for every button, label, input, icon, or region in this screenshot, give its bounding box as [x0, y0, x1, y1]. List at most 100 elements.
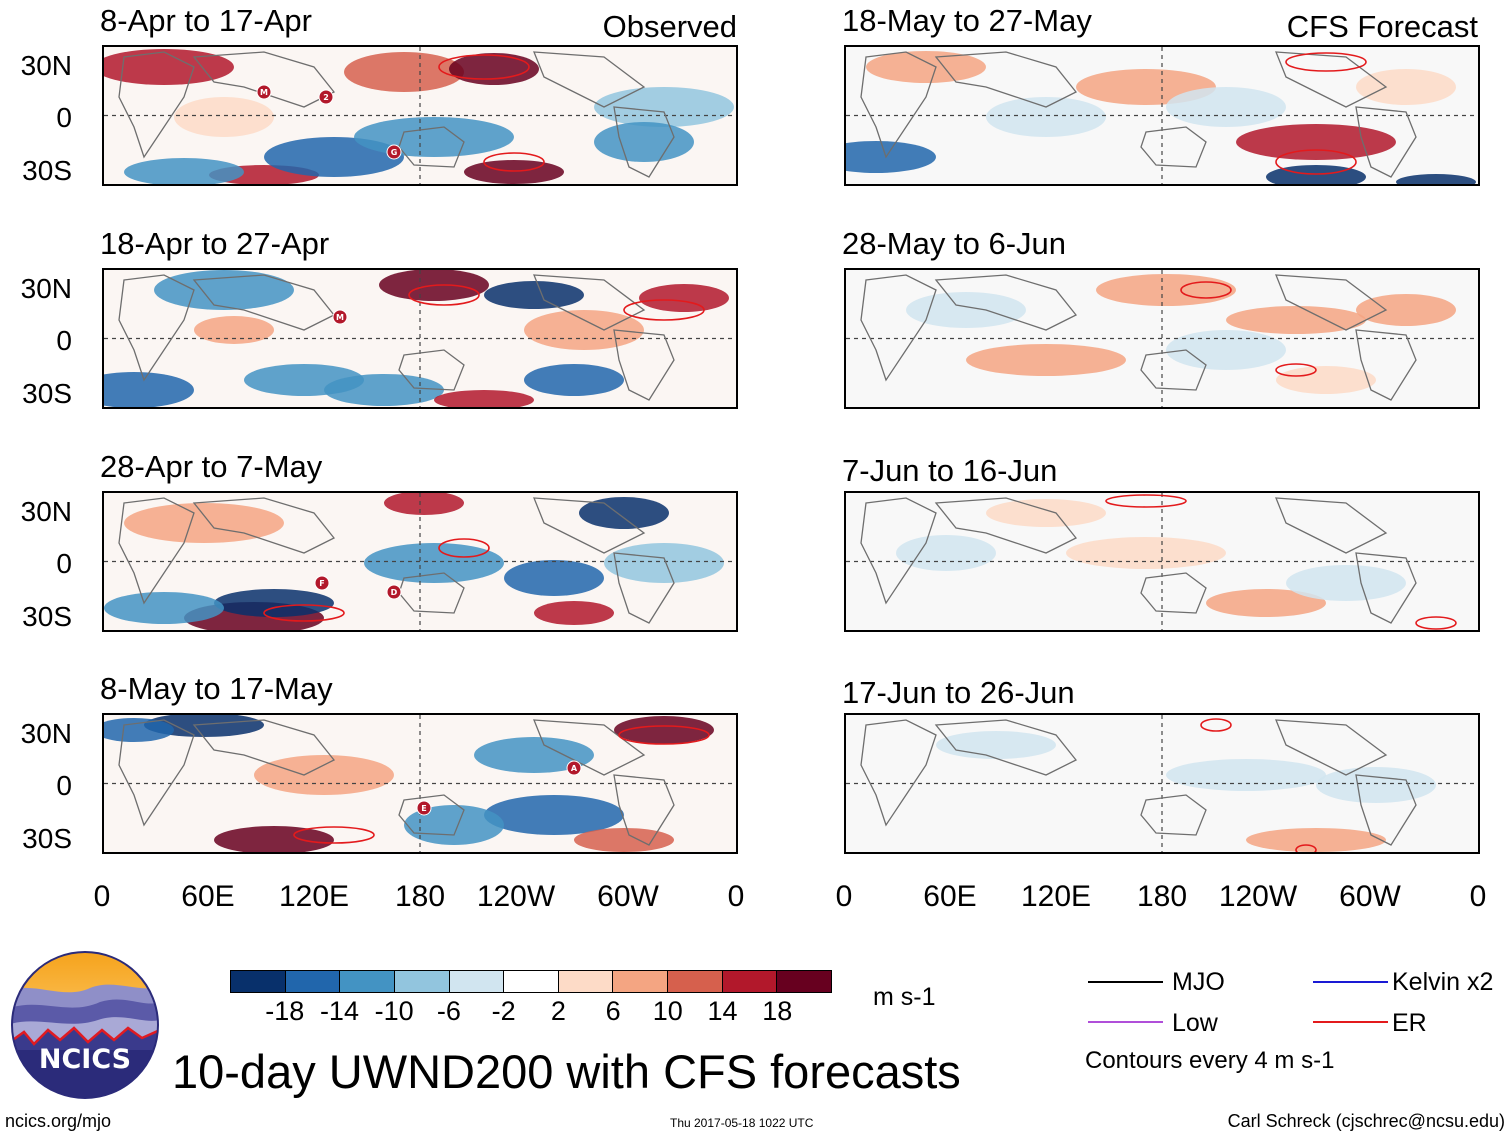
lat-label-0: 0 — [56, 548, 72, 579]
anomaly-shading — [124, 503, 284, 543]
er-contour — [623, 299, 705, 321]
coastline — [533, 719, 646, 776]
coastline — [1140, 126, 1207, 168]
colorbar-tick-label: 14 — [707, 996, 738, 1026]
contour-key-mjo: MJO — [1172, 968, 1225, 996]
footer-url[interactable]: ncics.org/mjo — [5, 1111, 112, 1131]
anomaly-shading — [1096, 274, 1236, 306]
coastline — [613, 552, 675, 624]
anomaly-shading — [594, 122, 694, 162]
coastline — [533, 497, 646, 554]
coastline — [118, 51, 195, 159]
coastline — [118, 719, 195, 827]
contour-key-low: Low — [1172, 1009, 1218, 1037]
lat-label-30n: 30N — [20, 718, 72, 749]
storm-marker-label: G — [391, 148, 398, 157]
coastline — [860, 51, 937, 159]
coastline — [118, 497, 195, 605]
anomaly-shading — [484, 795, 624, 835]
coastline — [860, 719, 937, 827]
er-contour — [483, 152, 545, 172]
lon-label-60e: 60E — [923, 880, 977, 913]
storm-marker: A — [566, 760, 582, 776]
coastline — [934, 274, 1078, 331]
lat-label-30s: 30S — [22, 601, 72, 632]
anomaly-shading — [986, 97, 1106, 137]
observed-panel-4-title: 8-May to 17-May — [100, 671, 333, 706]
ncics-logo: NCICS — [11, 951, 159, 1099]
coastline — [1275, 719, 1388, 776]
forecast-panel-3-title: 7-Jun to 16-Jun — [842, 453, 1058, 488]
anomaly-shading — [474, 737, 594, 773]
lat-label-30s: 30S — [22, 155, 72, 186]
anomaly-shading — [384, 493, 464, 515]
lat-label-30n: 30N — [20, 50, 72, 81]
observed-map-1: M 2 G — [102, 45, 738, 186]
coastline — [118, 274, 195, 382]
anomaly-shading — [104, 718, 174, 742]
anomaly-shading — [579, 497, 669, 529]
anomaly-shading — [124, 158, 244, 184]
contour-key-lines — [1088, 981, 1388, 1023]
colorbar-swatch — [504, 971, 559, 992]
anomaly-shading — [104, 592, 224, 624]
lon-label-60w: 60W — [597, 880, 659, 913]
anomaly-shading — [524, 310, 644, 350]
colorbar-swatch — [558, 971, 614, 992]
er-contour — [1415, 616, 1457, 630]
lon-label-120e: 120E — [278, 880, 350, 913]
storm-marker-label: F — [319, 579, 324, 588]
colorbar-tick-label: 6 — [605, 996, 621, 1026]
lon-label-120e: 120E — [1020, 880, 1092, 913]
coastline — [934, 719, 1078, 776]
lon-label-60e: 60E — [181, 880, 235, 913]
colorbar — [230, 970, 832, 993]
storm-marker-label: M — [336, 313, 344, 322]
lat-label-0: 0 — [56, 770, 72, 801]
lat-label-30n: 30N — [20, 273, 72, 304]
anomaly-shading — [574, 828, 674, 852]
anomaly-shading — [1396, 174, 1476, 184]
anomaly-shading — [1276, 366, 1376, 394]
contour-key-kelvin: Kelvin x2 — [1392, 968, 1494, 996]
anomaly-shading — [1356, 69, 1456, 105]
colorbar-swatch — [340, 971, 395, 992]
coastline — [1140, 794, 1207, 836]
storm-marker: M — [256, 84, 272, 100]
er-contour — [408, 284, 480, 306]
observed-label: Observed — [602, 9, 737, 44]
anomaly-shading — [1166, 87, 1286, 127]
logo-text: NCICS — [39, 1044, 131, 1075]
colorbar-swatch — [394, 971, 450, 992]
anomaly-shading — [1236, 124, 1396, 160]
er-contour — [1295, 844, 1317, 852]
forecast-panel-1-title: 18-May to 27-May — [842, 3, 1092, 38]
storm-marker: M — [332, 309, 348, 325]
anomaly-shading — [524, 364, 624, 396]
storm-marker: G — [386, 144, 402, 160]
forecast-map-4 — [844, 713, 1480, 854]
colorbar-swatch — [449, 971, 505, 992]
colorbar-swatch — [231, 971, 286, 992]
lon-label-180: 180 — [394, 880, 446, 913]
forecast-map-2 — [844, 268, 1480, 409]
anomaly-shading — [434, 390, 534, 407]
coastline — [1355, 552, 1417, 624]
colorbar-units: m s-1 — [873, 983, 936, 1011]
anomaly-shading — [449, 53, 539, 85]
storm-marker-label: A — [571, 764, 578, 773]
coastline — [533, 51, 646, 108]
anomaly-shading — [174, 97, 274, 137]
anomaly-shading — [1166, 759, 1326, 791]
lon-label-180: 180 — [1136, 880, 1188, 913]
coastline — [192, 274, 336, 331]
anomaly-shading — [1246, 828, 1386, 852]
er-contour — [438, 538, 490, 558]
lat-label-30n: 30N — [20, 496, 72, 527]
er-contour — [1285, 52, 1367, 72]
anomaly-shading — [104, 372, 194, 407]
er-contour — [293, 826, 375, 844]
colorbar-tick-label: -2 — [491, 996, 516, 1026]
coastline — [192, 51, 336, 108]
observed-panel-3-title: 28-Apr to 7-May — [100, 449, 323, 484]
